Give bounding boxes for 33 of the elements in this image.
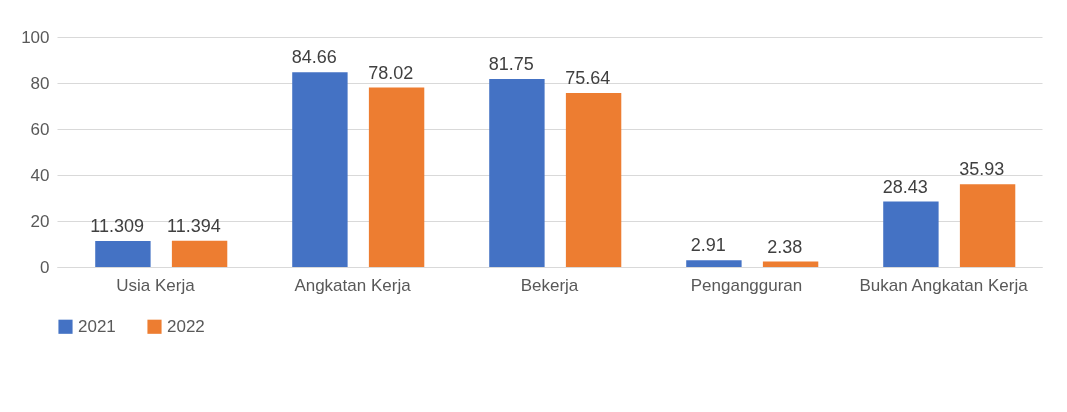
- data-label: 84.66: [291, 47, 337, 68]
- data-label: 11.394: [166, 215, 221, 236]
- bar: [292, 72, 348, 267]
- legend-label: 2022: [167, 316, 205, 336]
- x-tick-label: Bukan Angkatan Kerja: [859, 275, 1029, 295]
- data-label: 75.64: [565, 68, 611, 89]
- data-label: 81.75: [488, 53, 534, 74]
- y-tick-label: 80: [30, 73, 50, 93]
- y-tick-label: 100: [21, 27, 50, 47]
- data-label: 28.43: [882, 176, 928, 197]
- bar: [883, 201, 939, 267]
- bar: [686, 260, 742, 267]
- bar: [368, 87, 425, 267]
- y-tick-label: 0: [40, 257, 50, 277]
- bar: [171, 240, 228, 267]
- x-tick-label: Pengangguran: [690, 275, 803, 295]
- data-label: 2.38: [767, 236, 803, 257]
- data-label: 35.93: [959, 159, 1005, 180]
- bar: [95, 240, 151, 267]
- x-tick-label: Bekerja: [520, 275, 579, 295]
- y-tick-label: 40: [30, 165, 50, 185]
- x-tick-label: Usia Kerja: [116, 275, 196, 295]
- bar: [959, 184, 1016, 267]
- bar: [762, 261, 819, 267]
- y-tick-label: 60: [30, 119, 50, 139]
- bar: [565, 93, 622, 267]
- data-label: 78.02: [368, 62, 414, 83]
- y-tick-label: 20: [30, 211, 50, 231]
- data-label: 11.309: [90, 215, 145, 236]
- data-label: 2.91: [690, 235, 726, 256]
- legend-label: 2021: [78, 316, 116, 336]
- x-tick-label: Angkatan Kerja: [294, 275, 412, 295]
- bar: [489, 78, 545, 267]
